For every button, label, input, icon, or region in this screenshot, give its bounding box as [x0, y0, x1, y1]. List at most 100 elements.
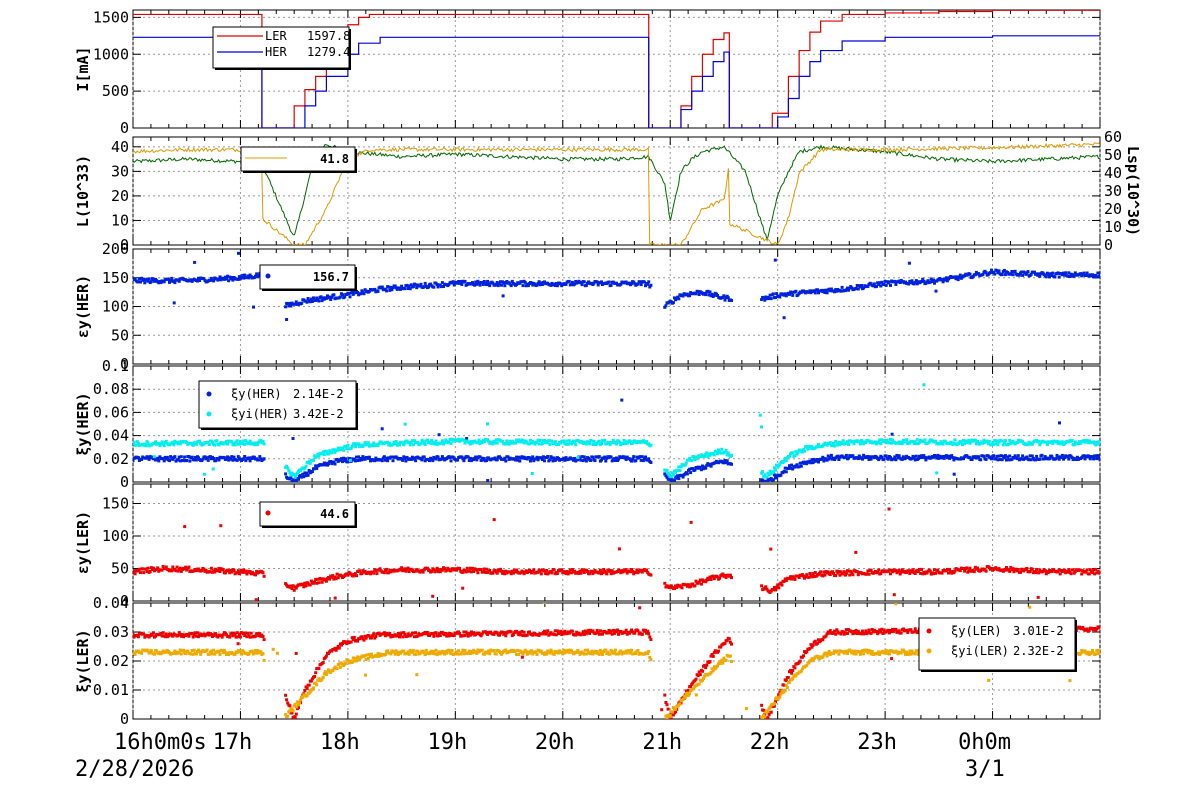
data-point	[1079, 441, 1083, 445]
y-tick-label: 30	[111, 162, 129, 180]
data-point	[864, 629, 868, 633]
data-point	[1098, 442, 1100, 446]
data-point	[493, 568, 497, 572]
data-point	[385, 289, 389, 293]
data-point	[407, 570, 411, 574]
data-point	[136, 280, 140, 284]
data-point	[174, 569, 178, 573]
y-tick-label: 10	[111, 211, 129, 229]
data-point	[889, 283, 892, 287]
data-point	[820, 457, 824, 461]
data-point	[164, 565, 168, 569]
data-point-outlier	[252, 305, 255, 309]
data-point	[548, 443, 552, 446]
data-point	[307, 683, 311, 687]
data-point	[243, 455, 247, 458]
data-point	[1093, 572, 1097, 576]
data-point	[894, 569, 898, 572]
data-point	[694, 677, 698, 681]
data-point	[179, 634, 183, 638]
data-point	[889, 456, 892, 460]
data-point	[809, 291, 813, 295]
data-point	[242, 632, 246, 636]
data-point	[1057, 457, 1061, 461]
data-point	[410, 439, 414, 443]
data-point	[403, 456, 407, 460]
data-point	[852, 442, 856, 446]
data-point	[624, 628, 628, 632]
data-point	[869, 631, 873, 635]
data-point	[306, 297, 310, 300]
data-point	[554, 282, 558, 285]
data-point	[631, 569, 635, 573]
data-point	[204, 568, 208, 572]
data-point	[373, 459, 377, 463]
y2-tick-label: 50	[1104, 146, 1122, 164]
data-point	[1056, 455, 1060, 459]
data-point	[1000, 439, 1004, 443]
data-point	[1002, 441, 1006, 445]
data-point	[846, 440, 849, 444]
data-point	[140, 276, 144, 280]
data-point-outlier	[254, 598, 258, 601]
data-point	[241, 570, 245, 574]
data-point	[285, 583, 289, 587]
data-point	[716, 575, 719, 579]
data-point	[1069, 572, 1073, 576]
data-point	[633, 631, 637, 635]
data-point	[302, 585, 306, 589]
data-point	[1009, 442, 1013, 445]
data-point	[335, 449, 339, 452]
data-point	[382, 571, 386, 575]
data-point	[288, 301, 292, 305]
data-point-outlier	[486, 479, 490, 482]
data-point	[638, 455, 642, 459]
data-point	[294, 473, 298, 477]
data-point	[209, 632, 213, 636]
data-point	[290, 587, 294, 590]
data-point	[581, 569, 585, 573]
data-point	[547, 439, 551, 443]
data-point	[220, 635, 224, 639]
data-point	[851, 440, 855, 444]
data-point	[856, 573, 860, 577]
data-point	[1087, 439, 1091, 443]
data-point	[1051, 271, 1055, 275]
data-point	[1006, 271, 1010, 274]
data-point	[890, 441, 894, 445]
data-point	[367, 634, 371, 638]
data-point	[786, 676, 790, 680]
data-point	[373, 636, 377, 640]
data-point	[698, 455, 702, 459]
data-point	[788, 454, 791, 458]
data-point	[632, 280, 636, 284]
data-point	[427, 285, 430, 289]
y-tick-label: 200	[102, 240, 129, 258]
data-point	[388, 441, 392, 445]
data-point	[225, 457, 228, 461]
data-point	[805, 445, 809, 449]
data-point	[284, 693, 288, 697]
data-point	[860, 632, 863, 636]
data-point	[567, 279, 571, 283]
data-point	[880, 455, 884, 459]
data-point	[478, 455, 482, 459]
data-point	[202, 567, 206, 571]
data-point	[285, 698, 289, 702]
data-point	[422, 455, 426, 459]
data-point	[323, 577, 327, 581]
data-point	[537, 442, 541, 446]
data-point	[914, 442, 918, 445]
data-point	[170, 276, 174, 280]
data-point	[374, 456, 378, 460]
legend-marker	[206, 411, 212, 417]
data-point	[492, 632, 496, 636]
data-point	[963, 442, 967, 446]
data-point	[336, 644, 340, 648]
data-point	[168, 459, 171, 463]
data-point	[384, 634, 387, 638]
data-point	[237, 572, 241, 576]
data-point	[1063, 456, 1066, 460]
data-point	[372, 571, 376, 575]
